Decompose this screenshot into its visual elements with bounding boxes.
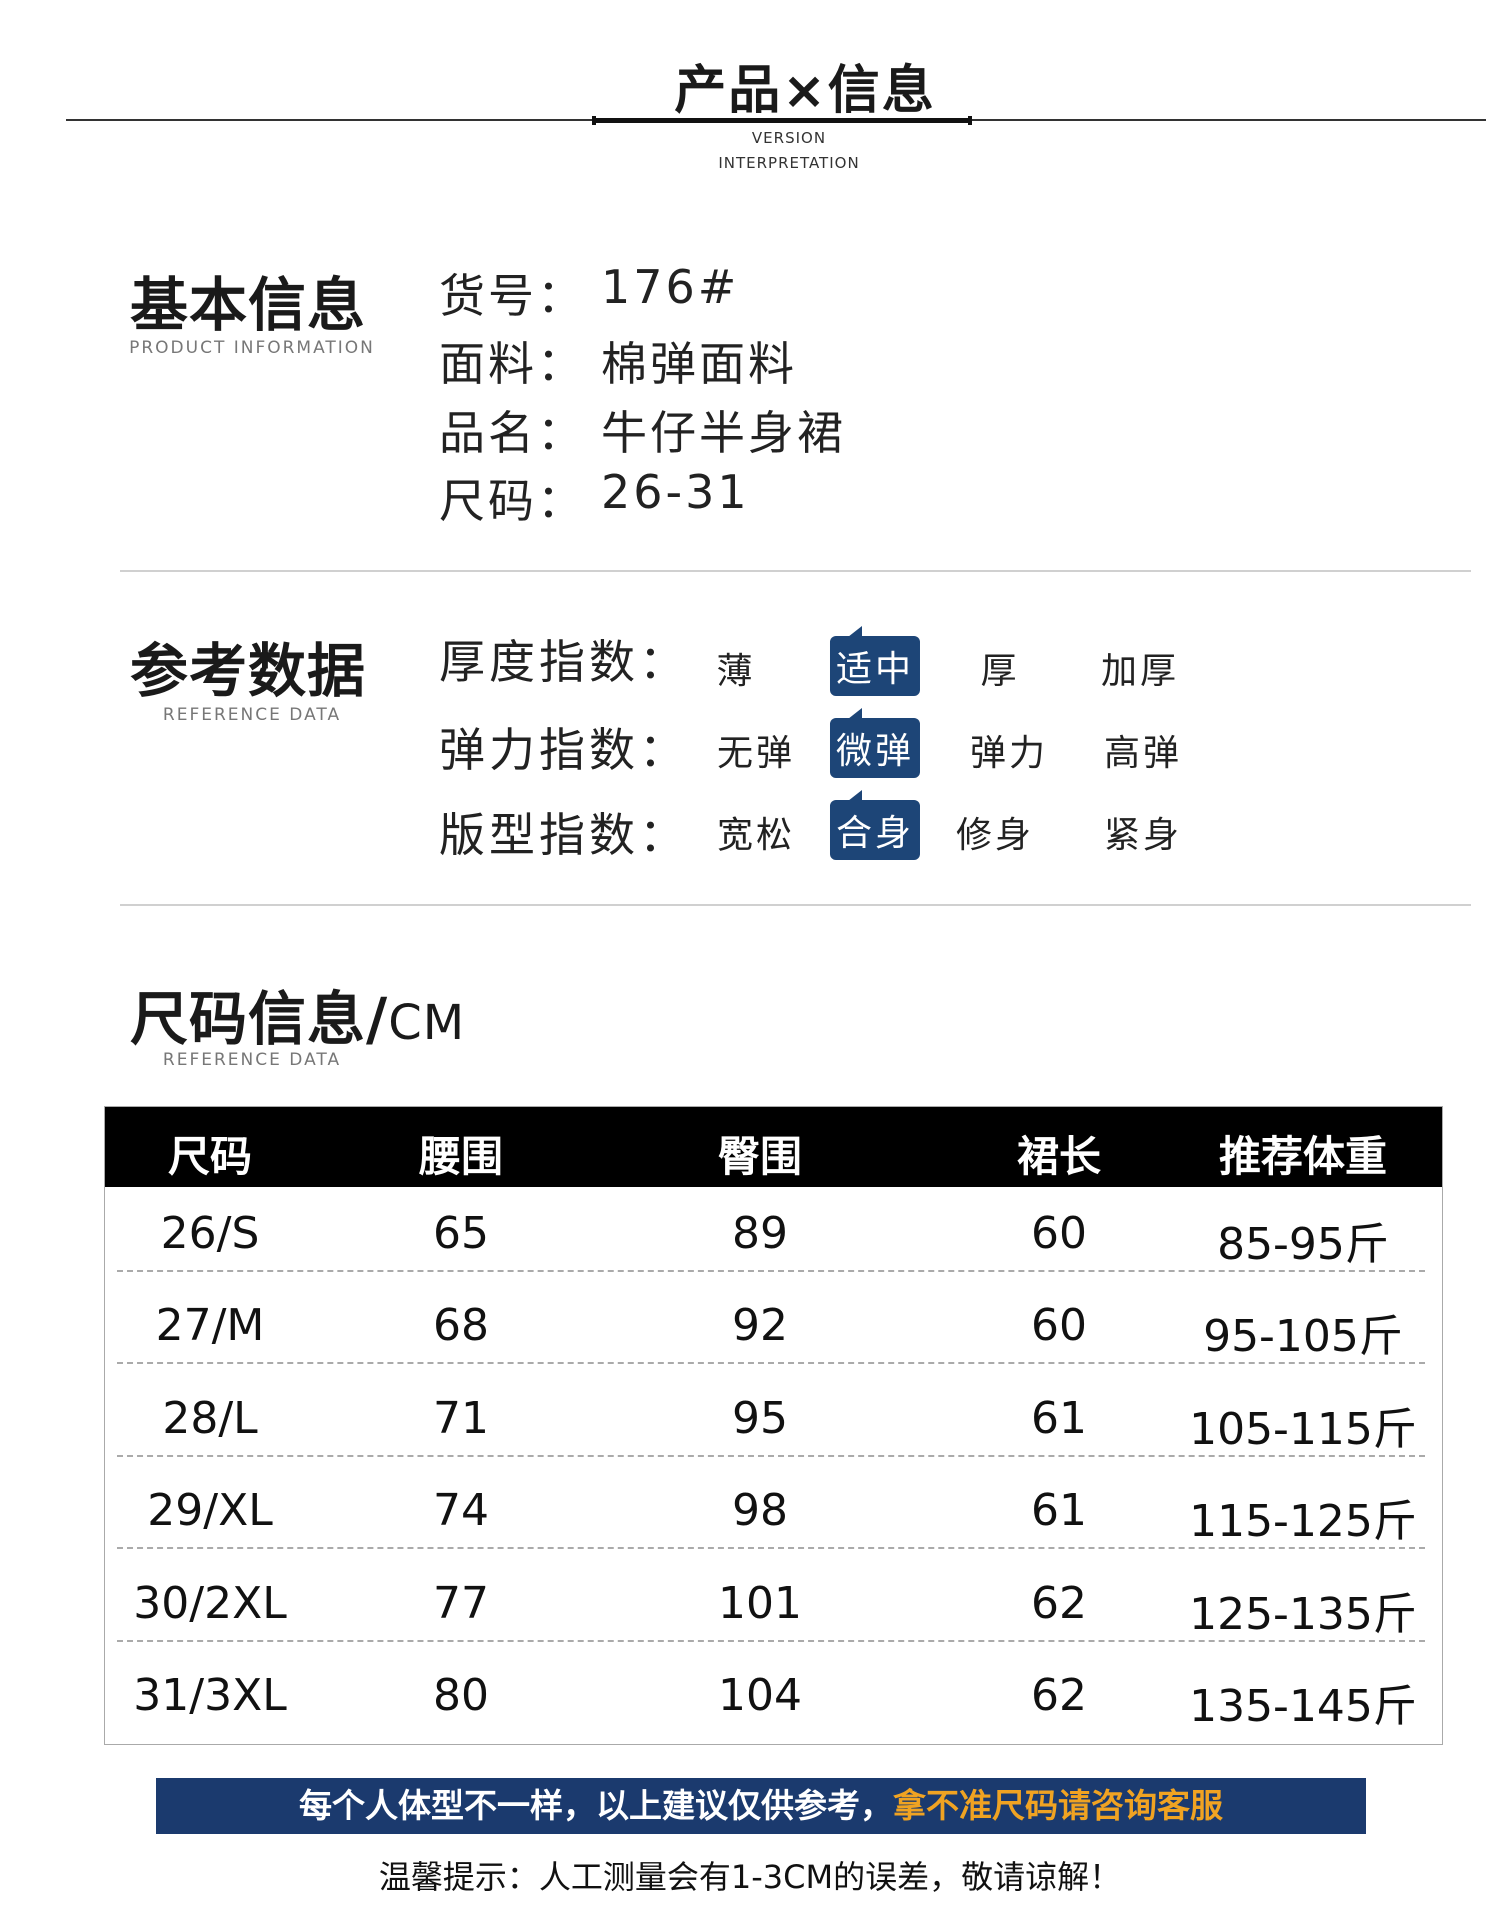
- row-divider: [117, 1639, 1425, 1642]
- basic-info-subtitle: PRODUCT INFORMATION: [129, 338, 375, 358]
- table-cell-size: 30/2XL: [133, 1577, 287, 1629]
- table-cell-waist: 65: [433, 1208, 489, 1259]
- basic-info-title: 基本信息: [130, 271, 367, 339]
- table-cell-weight: 135-145斤: [1189, 1681, 1417, 1732]
- advice-text: 每个人体型不一样，以上建议仅供参考，: [299, 1786, 893, 1825]
- header-accent-bar: [592, 116, 972, 125]
- fit-option-tight: 紧身: [1103, 815, 1183, 856]
- field-label: 面料：: [439, 337, 586, 391]
- row-divider: [117, 1454, 1425, 1457]
- advice-highlight: 拿不准尺码请咨询客服: [893, 1786, 1223, 1825]
- column-header-weight: 推荐体重: [1218, 1132, 1388, 1181]
- elasticity-option-stretch: 弹力: [969, 733, 1049, 774]
- table-cell-waist: 74: [433, 1485, 489, 1537]
- table-cell-hip: 101: [718, 1577, 802, 1629]
- reference-subtitle: REFERENCE DATA: [162, 705, 342, 725]
- field-value: 176#: [601, 260, 740, 314]
- table-cell-weight: 115-125斤: [1189, 1496, 1417, 1548]
- section-divider: [120, 904, 1471, 906]
- measurement-note: 温馨提示：人工测量会有1-3CM的误差，敬请谅解！: [378, 1858, 1122, 1896]
- table-cell-weight: 85-95斤: [1217, 1219, 1389, 1270]
- table-cell-weight: 125-135斤: [1189, 1588, 1417, 1640]
- table-cell-hip: 104: [718, 1670, 802, 1721]
- field-size-range: 尺码： 26-31: [439, 465, 747, 531]
- size-table-header: 尺码 腰围 臀围 裙长 推荐体重: [105, 1107, 1442, 1187]
- elasticity-option-none: 无弹: [716, 733, 796, 774]
- header-sub-interpretation: INTERPRETATION: [718, 154, 860, 172]
- field-product-name: 品名： 牛仔半身裙: [439, 397, 843, 463]
- row-divider: [117, 1362, 1425, 1365]
- table-cell-weight: 95-105斤: [1203, 1311, 1403, 1363]
- table-cell-size: 31/3XL: [133, 1670, 287, 1721]
- size-table: 尺码 腰围 臀围 裙长 推荐体重 26/S 65 89 60 85-95斤 27/M 68 92 60 9…: [104, 1106, 1443, 1745]
- elasticity-index-label: 弹力指数：: [439, 723, 689, 777]
- column-header-hip: 臀围: [717, 1132, 803, 1181]
- size-title-text: 尺码信息/: [130, 985, 389, 1053]
- fit-index-label: 版型指数：: [439, 808, 689, 862]
- page-title: 产品×信息: [674, 61, 936, 121]
- field-value: 棉弹面料: [601, 337, 797, 391]
- table-cell-waist: 77: [433, 1577, 489, 1629]
- row-divider: [117, 1270, 1425, 1272]
- thickness-option-thin: 薄: [716, 651, 756, 692]
- thickness-option-thick: 厚: [980, 651, 1020, 692]
- header-sub-version: VERSION: [751, 129, 827, 147]
- table-cell-waist: 68: [433, 1300, 489, 1352]
- table-cell-size: 28/L: [162, 1392, 258, 1444]
- elasticity-option-high: 高弹: [1103, 733, 1183, 774]
- fit-option-regular-selected: 合身: [829, 790, 921, 860]
- table-cell-size: 26/S: [160, 1208, 260, 1259]
- advice-banner: 每个人体型不一样，以上建议仅供参考，拿不准尺码请咨询客服: [156, 1778, 1366, 1834]
- elasticity-option-slight-selected: 微弹: [829, 708, 921, 778]
- field-value: 牛仔半身裙: [601, 406, 846, 460]
- table-cell-size: 29/XL: [147, 1485, 273, 1537]
- column-header-waist: 腰围: [418, 1132, 504, 1181]
- table-cell-length: 62: [1031, 1670, 1087, 1721]
- field-label: 尺码：: [439, 474, 586, 528]
- table-cell-weight: 105-115斤: [1189, 1403, 1417, 1455]
- field-fabric: 面料： 棉弹面料: [439, 328, 794, 394]
- field-label: 货号：: [439, 269, 586, 323]
- column-header-length: 裙长: [1016, 1132, 1102, 1181]
- column-header-size: 尺码: [167, 1132, 253, 1181]
- table-cell-hip: 98: [732, 1485, 788, 1537]
- thickness-option-extra-thick: 加厚: [1100, 651, 1180, 692]
- table-cell-length: 62: [1031, 1577, 1087, 1629]
- table-cell-waist: 80: [433, 1670, 489, 1721]
- thickness-index-label: 厚度指数：: [439, 635, 689, 689]
- table-cell-hip: 89: [732, 1208, 788, 1259]
- table-cell-waist: 71: [433, 1392, 489, 1444]
- table-cell-hip: 92: [732, 1300, 788, 1352]
- table-cell-length: 61: [1031, 1392, 1087, 1444]
- table-cell-length: 60: [1031, 1300, 1087, 1352]
- field-item-no: 货号： 176#: [439, 260, 736, 326]
- thickness-option-medium-selected: 适中: [829, 626, 921, 696]
- fit-option-loose: 宽松: [716, 815, 796, 856]
- table-cell-length: 61: [1031, 1485, 1087, 1537]
- row-divider: [117, 1547, 1425, 1550]
- reference-title: 参考数据: [130, 637, 367, 705]
- table-cell-size: 27/M: [155, 1300, 265, 1352]
- field-label: 品名：: [439, 406, 586, 460]
- size-unit: CM: [388, 995, 466, 1051]
- field-value: 26-31: [601, 465, 750, 519]
- table-cell-length: 60: [1031, 1208, 1087, 1259]
- fit-option-slim: 修身: [955, 815, 1035, 856]
- size-info-subtitle: REFERENCE DATA: [162, 1050, 342, 1070]
- size-info-title: 尺码信息/CM: [130, 972, 465, 1056]
- table-cell-hip: 95: [732, 1392, 788, 1444]
- section-divider: [120, 570, 1471, 572]
